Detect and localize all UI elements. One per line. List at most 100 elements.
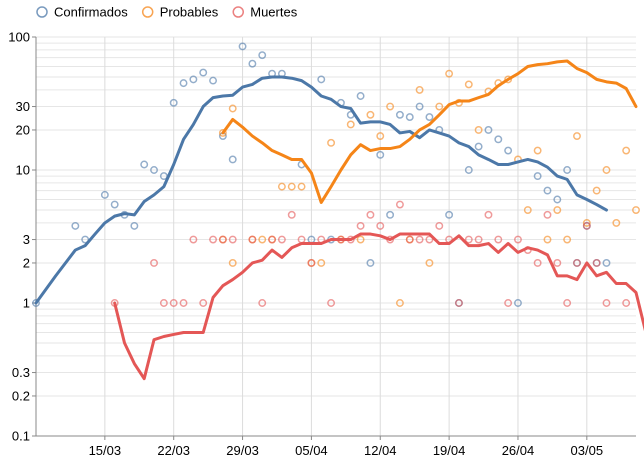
data-point (218, 235, 227, 244)
data-point (277, 182, 286, 191)
data-point (386, 102, 395, 111)
data-point (110, 200, 119, 209)
data-point (445, 210, 454, 219)
data-point (376, 132, 385, 141)
data-point (573, 132, 581, 141)
data-point (189, 235, 198, 244)
series-muertes (110, 200, 631, 307)
data-point (268, 235, 277, 244)
data-point (425, 235, 434, 244)
data-point (317, 75, 326, 84)
data-point (395, 110, 404, 119)
data-point (356, 235, 365, 244)
data-point (553, 206, 562, 214)
data-point (543, 186, 552, 195)
legend-item-muertes: Muertes (232, 5, 298, 20)
data-point (435, 102, 444, 111)
data-point (209, 76, 218, 85)
data-point (218, 128, 227, 137)
data-point (287, 210, 296, 219)
data-point (543, 210, 552, 219)
data-point (258, 51, 267, 60)
x-tick-label: 22/03 (157, 443, 190, 458)
data-point (563, 299, 572, 307)
axes: 0.1 0.2 0.3 1 2 3 10 20 30 100 15/03 22/03 29/03 05/0… (8, 30, 636, 458)
data-point (405, 235, 414, 244)
data-point (582, 218, 591, 227)
y-tick-label: 100 (8, 30, 30, 45)
data-point (228, 104, 237, 113)
data-point (71, 221, 80, 230)
data-point (415, 85, 424, 94)
data-point (327, 299, 336, 307)
series-line-probables (221, 59, 638, 204)
data-point (632, 206, 640, 214)
data-point (622, 299, 631, 307)
data-point (189, 75, 198, 84)
data-point (425, 113, 434, 122)
data-point (81, 235, 90, 244)
data-point (140, 160, 149, 169)
data-point (622, 146, 631, 155)
data-point (504, 146, 513, 155)
data-point (169, 299, 178, 307)
data-point (376, 221, 385, 230)
data-point (169, 98, 178, 107)
x-tick-label: 29/03 (226, 443, 259, 458)
data-point (435, 221, 444, 230)
data-point (602, 259, 611, 267)
x-tick-label: 19/04 (433, 443, 466, 458)
data-point (553, 195, 562, 204)
data-point (573, 259, 581, 267)
data-point (582, 221, 591, 230)
data-point (258, 235, 267, 244)
data-point (445, 69, 454, 78)
y-tick-label: 0.2 (12, 388, 30, 403)
data-point (356, 92, 365, 100)
data-point (514, 299, 522, 307)
data-point (484, 126, 493, 134)
legend: Confirmados Probables Muertes (36, 5, 298, 20)
legend-symbol (232, 6, 244, 18)
x-tick-label: 26/04 (502, 443, 535, 458)
data-point (395, 200, 404, 209)
y-tick-label: 20 (16, 122, 30, 137)
data-point (494, 135, 503, 144)
data-point (474, 235, 483, 244)
data-point (533, 146, 542, 155)
data-point (523, 206, 532, 214)
data-point (395, 299, 404, 307)
y-tick-label: 30 (16, 99, 30, 114)
data-point (150, 166, 158, 174)
data-point (514, 235, 522, 244)
data-point (415, 235, 424, 244)
legend-label: Confirmados (54, 5, 128, 20)
data-point (474, 126, 483, 134)
legend-item-confirmados: Confirmados (36, 5, 128, 20)
legend-label: Muertes (250, 5, 297, 20)
data-point (533, 172, 542, 181)
x-tick-label: 03/05 (571, 443, 604, 458)
data-point (199, 68, 208, 77)
data-point (455, 299, 463, 307)
data-point (464, 235, 473, 244)
y-tick-label: 3 (23, 232, 30, 247)
legend-symbol (36, 6, 48, 18)
data-point (179, 79, 188, 88)
y-tick-label: 2 (23, 255, 30, 270)
data-point (425, 259, 434, 267)
data-point (100, 190, 109, 199)
data-point (464, 166, 473, 174)
data-point (179, 299, 188, 307)
data-point (238, 42, 247, 51)
legend-symbol (141, 6, 154, 18)
data-point (366, 110, 375, 119)
data-point (228, 155, 237, 164)
data-point (592, 259, 601, 267)
data-point (199, 299, 208, 307)
data-point (277, 235, 286, 244)
data-point (248, 59, 257, 68)
data-point (150, 259, 158, 267)
data-point (563, 166, 572, 174)
data-point (612, 218, 621, 227)
